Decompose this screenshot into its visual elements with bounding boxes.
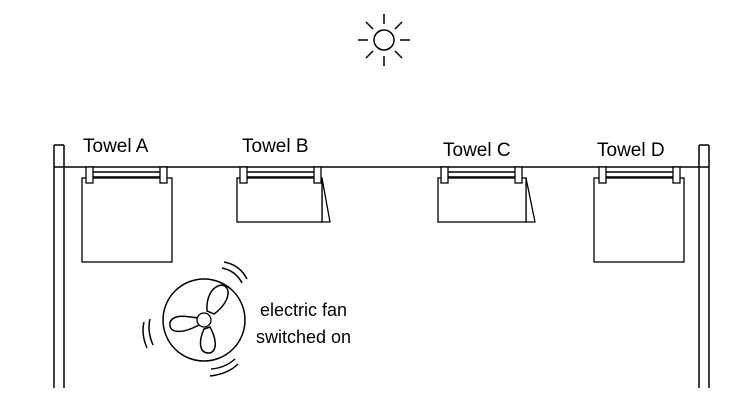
right-pole [698, 144, 710, 388]
left-pole [53, 144, 65, 388]
clothes-peg-icon [239, 166, 248, 184]
clothes-peg-icon [514, 166, 523, 184]
towel-b-label: Towel B [242, 136, 309, 157]
towel-c [437, 166, 536, 223]
clothes-peg-icon [313, 166, 322, 184]
fan-caption-line-2: switched on [256, 327, 351, 347]
sun-icon [358, 14, 410, 66]
clothes-peg-icon [672, 166, 681, 184]
clothes-peg-icon [85, 166, 94, 184]
towel-d [593, 166, 685, 263]
clothes-peg-icon [598, 166, 607, 184]
clothes-peg-icon [159, 166, 168, 184]
towel-c-label: Towel C [443, 140, 511, 161]
towel-a-label: Towel A [83, 136, 149, 157]
towel-a [81, 166, 173, 263]
electric-fan-icon [142, 261, 248, 377]
clothes-peg-icon [440, 166, 449, 184]
towel-d-label: Towel D [597, 140, 665, 161]
towel-b [236, 166, 331, 223]
fan-caption-line-1: electric fan [260, 300, 347, 320]
